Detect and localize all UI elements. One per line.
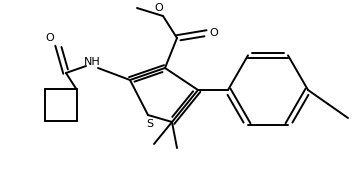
Text: NH: NH [84, 57, 101, 67]
Text: O: O [210, 28, 218, 38]
Text: O: O [155, 3, 164, 13]
Text: O: O [46, 33, 55, 43]
Text: S: S [147, 119, 154, 129]
